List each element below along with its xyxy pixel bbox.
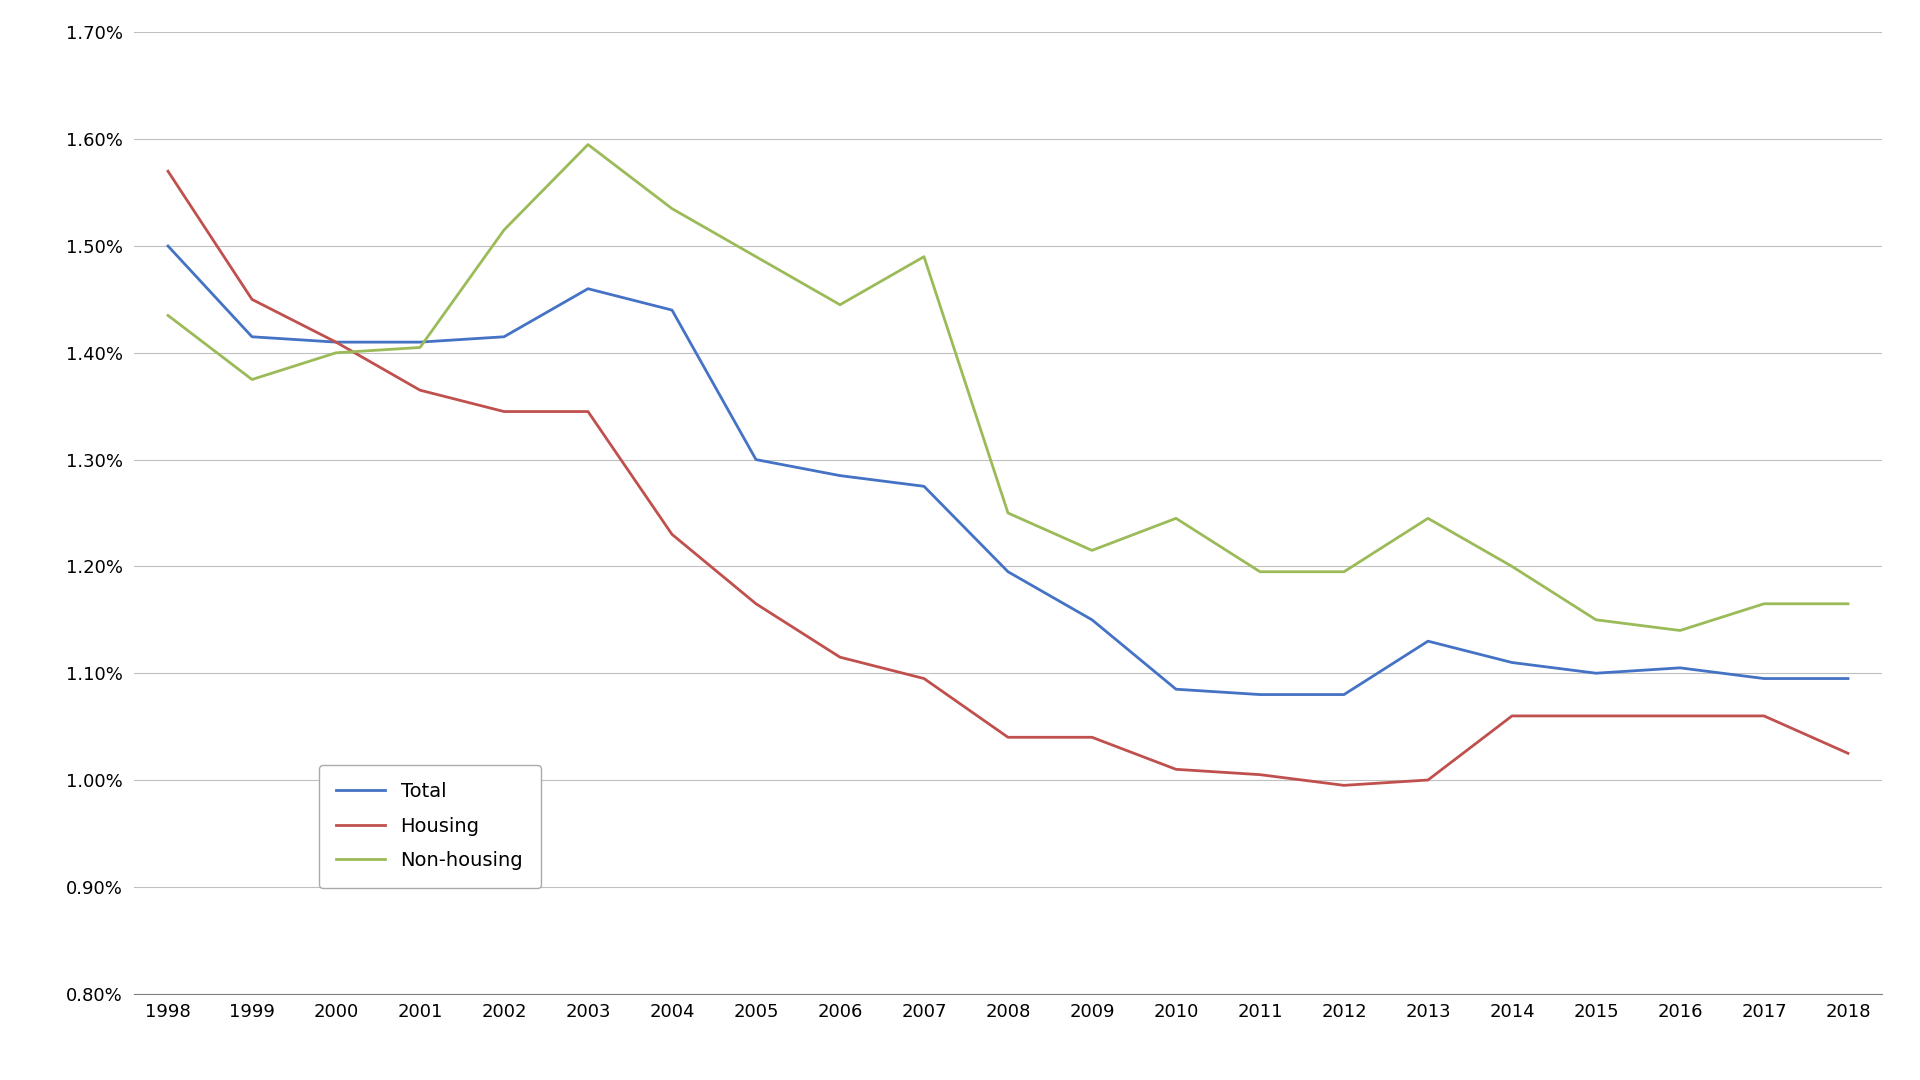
Non-housing — [1248, 565, 1271, 578]
Total — [1248, 688, 1271, 701]
Housing — [1668, 710, 1692, 723]
Total — [1501, 656, 1524, 669]
Non-housing — [1836, 597, 1859, 610]
Non-housing — [1753, 597, 1776, 610]
Non-housing — [996, 507, 1020, 519]
Total — [1081, 613, 1104, 626]
Housing — [1753, 710, 1776, 723]
Housing — [409, 383, 432, 396]
Housing — [156, 165, 180, 178]
Total — [1753, 672, 1776, 685]
Total — [1668, 661, 1692, 674]
Housing — [1081, 731, 1104, 744]
Total — [996, 565, 1020, 578]
Housing — [1836, 747, 1859, 760]
Non-housing — [1584, 613, 1607, 626]
Non-housing — [576, 138, 599, 151]
Non-housing — [1668, 624, 1692, 637]
Total — [660, 303, 684, 316]
Non-housing — [1417, 512, 1440, 525]
Total — [912, 480, 935, 492]
Non-housing — [1332, 565, 1356, 578]
Housing — [660, 528, 684, 541]
Housing — [492, 405, 515, 418]
Non-housing — [156, 309, 180, 322]
Housing — [1164, 762, 1187, 775]
Housing — [324, 336, 348, 349]
Housing — [240, 293, 263, 306]
Non-housing — [409, 341, 432, 354]
Total — [745, 454, 768, 467]
Non-housing — [324, 347, 348, 360]
Total — [1584, 666, 1607, 679]
Total — [1332, 688, 1356, 701]
Non-housing — [829, 298, 852, 311]
Total — [1836, 672, 1859, 685]
Total — [1417, 635, 1440, 648]
Total — [240, 330, 263, 343]
Non-housing — [912, 251, 935, 264]
Housing — [996, 731, 1020, 744]
Total — [1164, 683, 1187, 696]
Legend: Total, Housing, Non-housing: Total, Housing, Non-housing — [319, 765, 541, 888]
Housing — [829, 650, 852, 663]
Non-housing — [1501, 559, 1524, 572]
Housing — [1248, 768, 1271, 781]
Housing — [745, 597, 768, 610]
Total — [324, 336, 348, 349]
Total — [829, 469, 852, 482]
Total — [492, 330, 515, 343]
Housing — [1332, 779, 1356, 792]
Total — [576, 282, 599, 295]
Line: Non-housing: Non-housing — [169, 145, 1847, 631]
Housing — [1417, 773, 1440, 786]
Line: Total: Total — [169, 246, 1847, 694]
Housing — [576, 405, 599, 418]
Total — [156, 240, 180, 253]
Housing — [1584, 710, 1607, 723]
Line: Housing: Housing — [169, 172, 1847, 785]
Non-housing — [240, 373, 263, 386]
Housing — [1501, 710, 1524, 723]
Non-housing — [1164, 512, 1187, 525]
Non-housing — [1081, 544, 1104, 557]
Non-housing — [492, 224, 515, 237]
Total — [409, 336, 432, 349]
Housing — [912, 672, 935, 685]
Non-housing — [745, 251, 768, 264]
Non-housing — [660, 202, 684, 215]
